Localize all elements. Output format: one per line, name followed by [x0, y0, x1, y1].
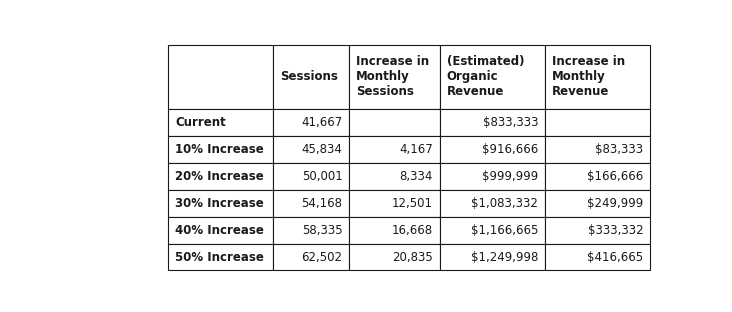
- Bar: [168, 136, 273, 163]
- Text: 16,668: 16,668: [392, 224, 433, 236]
- Bar: [440, 163, 545, 190]
- Bar: [168, 217, 273, 244]
- Text: 8,334: 8,334: [400, 170, 433, 183]
- Bar: [349, 45, 440, 109]
- Text: $999,999: $999,999: [482, 170, 538, 183]
- Bar: [545, 217, 650, 244]
- Bar: [349, 109, 440, 136]
- Bar: [349, 163, 440, 190]
- Text: $1,166,665: $1,166,665: [471, 224, 538, 236]
- Text: $166,666: $166,666: [587, 170, 643, 183]
- Bar: [545, 163, 650, 190]
- Bar: [440, 45, 545, 109]
- Bar: [168, 190, 273, 217]
- Text: 30% Increase: 30% Increase: [175, 197, 264, 210]
- Bar: [349, 244, 440, 271]
- Text: (Estimated)
Organic
Revenue: (Estimated) Organic Revenue: [447, 55, 524, 98]
- Bar: [440, 217, 545, 244]
- Text: Sessions: Sessions: [280, 70, 338, 83]
- Bar: [349, 217, 440, 244]
- Bar: [273, 163, 349, 190]
- Bar: [168, 109, 273, 136]
- Bar: [545, 136, 650, 163]
- Text: 20,835: 20,835: [392, 251, 433, 264]
- Bar: [545, 109, 650, 136]
- Text: 10% Increase: 10% Increase: [175, 143, 264, 156]
- Bar: [273, 136, 349, 163]
- Text: Increase in
Monthly
Sessions: Increase in Monthly Sessions: [356, 55, 429, 98]
- Text: 50,001: 50,001: [302, 170, 343, 183]
- Bar: [545, 244, 650, 271]
- Bar: [273, 190, 349, 217]
- Bar: [273, 217, 349, 244]
- Bar: [168, 45, 273, 109]
- Text: 4,167: 4,167: [399, 143, 433, 156]
- Text: $1,083,332: $1,083,332: [471, 197, 538, 210]
- Text: $83,333: $83,333: [595, 143, 643, 156]
- Bar: [440, 109, 545, 136]
- Text: 40% Increase: 40% Increase: [175, 224, 264, 236]
- Bar: [168, 163, 273, 190]
- Bar: [168, 244, 273, 271]
- Text: 20% Increase: 20% Increase: [175, 170, 264, 183]
- Text: $416,665: $416,665: [587, 251, 643, 264]
- Bar: [273, 45, 349, 109]
- Text: 62,502: 62,502: [302, 251, 343, 264]
- Text: 58,335: 58,335: [302, 224, 343, 236]
- Bar: [440, 190, 545, 217]
- Text: $916,666: $916,666: [482, 143, 538, 156]
- Text: Current: Current: [175, 116, 225, 129]
- Bar: [273, 244, 349, 271]
- Text: 12,501: 12,501: [392, 197, 433, 210]
- Bar: [349, 136, 440, 163]
- Bar: [545, 45, 650, 109]
- Bar: [545, 190, 650, 217]
- Text: $249,999: $249,999: [587, 197, 643, 210]
- Bar: [440, 244, 545, 271]
- Text: 45,834: 45,834: [302, 143, 343, 156]
- Text: 50% Increase: 50% Increase: [175, 251, 264, 264]
- Text: $833,333: $833,333: [482, 116, 538, 129]
- Text: 54,168: 54,168: [302, 197, 343, 210]
- Bar: [440, 136, 545, 163]
- Text: $333,332: $333,332: [588, 224, 643, 236]
- Text: $1,249,998: $1,249,998: [471, 251, 538, 264]
- Text: Increase in
Monthly
Revenue: Increase in Monthly Revenue: [552, 55, 625, 98]
- Text: 41,667: 41,667: [301, 116, 343, 129]
- Bar: [273, 109, 349, 136]
- Bar: [349, 190, 440, 217]
